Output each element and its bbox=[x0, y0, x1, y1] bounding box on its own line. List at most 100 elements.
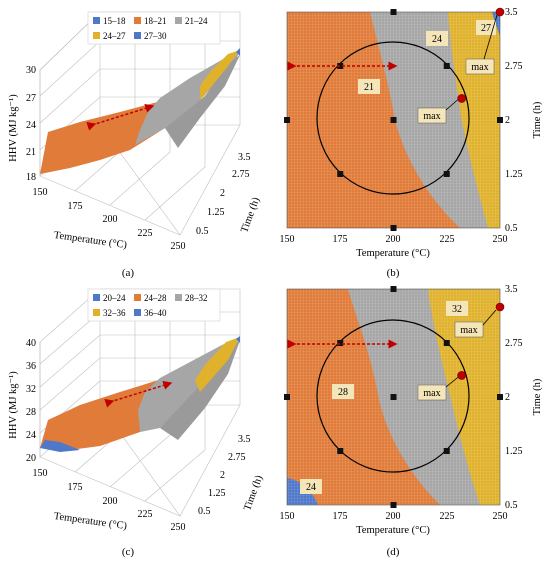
contour-label-28: 28 bbox=[338, 387, 348, 398]
x-tick: 225 bbox=[138, 228, 153, 239]
panel-b-contour-chart: 21 24 27 max max 150 175 200 225 250 Tem… bbox=[280, 7, 544, 279]
panel-b-y-axis-label: Time (h) bbox=[532, 101, 543, 138]
x-tick: 175 bbox=[68, 482, 83, 493]
design-point bbox=[390, 117, 397, 123]
x-tick: 250 bbox=[493, 511, 508, 522]
annotation-box bbox=[417, 107, 447, 124]
z-tick: 21 bbox=[26, 147, 36, 158]
panel-c-x-ticks: 150 175 200 225 250 bbox=[33, 468, 186, 533]
x-tick: 250 bbox=[171, 241, 186, 252]
z-tick: 27 bbox=[26, 93, 36, 104]
panel-b-caption: (b) bbox=[387, 267, 400, 279]
panel-b-x-axis-label: Temperature (°C) bbox=[356, 248, 430, 259]
y-tick: 2 bbox=[220, 188, 225, 199]
legend-label-27-30: 27–30 bbox=[144, 31, 167, 41]
legend-label-21-24: 21–24 bbox=[185, 16, 208, 26]
legend-label-20-24: 20–24 bbox=[103, 293, 126, 303]
z-tick: 24 bbox=[26, 430, 36, 441]
x-tick: 225 bbox=[138, 509, 153, 520]
y-tick: 0.5 bbox=[198, 506, 211, 517]
z-tick: 20 bbox=[26, 453, 36, 464]
x-tick: 200 bbox=[386, 511, 401, 522]
y-tick: 0.5 bbox=[505, 500, 518, 511]
panel-a-caption: (a) bbox=[122, 267, 135, 279]
panel-c-arrow bbox=[104, 381, 173, 408]
y-tick: 1.25 bbox=[207, 207, 225, 218]
x-tick: 250 bbox=[171, 522, 186, 533]
panel-d-contour-chart: 24 28 32 max max 150 175 200 225 250 Tem… bbox=[280, 284, 544, 558]
y-tick: 0.5 bbox=[196, 226, 209, 237]
legend-swatch-24-27 bbox=[93, 32, 100, 39]
annotation-box bbox=[465, 58, 495, 75]
x-tick: 175 bbox=[333, 511, 348, 522]
annotation-box bbox=[454, 321, 484, 338]
contour-label-21: 21 bbox=[364, 82, 374, 93]
y-tick: 3.5 bbox=[505, 284, 518, 295]
panel-a-surface bbox=[40, 48, 240, 174]
panel-c-z-ticks: 40 36 32 28 24 20 bbox=[26, 338, 36, 464]
x-tick: 175 bbox=[333, 234, 348, 245]
x-tick: 250 bbox=[493, 234, 508, 245]
design-point bbox=[443, 63, 450, 69]
panel-d-x-ticks: 150 175 200 225 250 bbox=[280, 511, 508, 522]
y-tick: 1.25 bbox=[505, 169, 523, 180]
panel-d-caption: (d) bbox=[387, 546, 400, 558]
legend-swatch-36-40 bbox=[134, 309, 141, 316]
panel-a-z-axis-label: HHV (MJ kg⁻¹) bbox=[8, 94, 19, 162]
design-point bbox=[337, 171, 344, 177]
panel-c-z-axis-label: HHV (MJ kg⁻¹) bbox=[8, 371, 19, 439]
design-point bbox=[443, 448, 450, 454]
annotation-leader bbox=[483, 14, 498, 60]
contour-label-box bbox=[446, 301, 468, 316]
panel-b-y-ticks: 0.5 1.25 2 2.75 3.5 bbox=[505, 7, 523, 234]
x-tick: 225 bbox=[440, 511, 455, 522]
panel-a-x-ticks: 150 175 200 225 250 bbox=[33, 187, 186, 252]
max-point bbox=[495, 302, 505, 312]
panel-a-y-axis-label: Time (h) bbox=[239, 196, 262, 235]
design-point bbox=[284, 394, 290, 400]
contour-label-box bbox=[300, 479, 322, 494]
panel-c-legend: 20–24 24–28 28–32 32–36 36–40 bbox=[87, 288, 221, 322]
surface-region-36-40 bbox=[236, 336, 240, 343]
panel-c-surface-chart: 20–24 24–28 28–32 32–36 36–40 40 36 32 2… bbox=[8, 288, 265, 558]
x-tick: 150 bbox=[280, 234, 295, 245]
z-tick: 24 bbox=[26, 120, 36, 131]
legend-label-24-28: 24–28 bbox=[144, 293, 167, 303]
surface-region-20-24 bbox=[40, 440, 80, 452]
x-tick: 150 bbox=[280, 511, 295, 522]
surface-region-27-30 bbox=[236, 48, 240, 56]
panel-b-x-ticks: 150 175 200 225 250 bbox=[280, 234, 508, 245]
y-tick: 1.25 bbox=[208, 488, 226, 499]
legend-box bbox=[87, 11, 221, 45]
y-tick: 0.5 bbox=[505, 223, 518, 234]
design-point bbox=[337, 448, 344, 454]
panel-b-annotations: max max bbox=[417, 14, 498, 124]
y-tick: 3.5 bbox=[505, 7, 518, 18]
surface-region-21-24-front bbox=[165, 55, 240, 148]
panel-a-x-axis-label: Temperature (°C) bbox=[53, 230, 128, 251]
y-tick: 2 bbox=[505, 115, 510, 126]
panel-d-x-axis-label: Temperature (°C) bbox=[356, 525, 430, 536]
design-point bbox=[390, 394, 397, 400]
legend-label-28-32: 28–32 bbox=[185, 293, 208, 303]
y-tick: 1.25 bbox=[505, 446, 523, 457]
panel-c-caption: (c) bbox=[122, 546, 135, 558]
contour-label-box bbox=[476, 20, 496, 35]
legend-swatch-21-24 bbox=[175, 17, 182, 24]
y-tick: 2.75 bbox=[228, 452, 246, 463]
surface-region-24-27 bbox=[200, 50, 240, 100]
design-point bbox=[390, 286, 397, 292]
legend-swatch-24-28 bbox=[134, 294, 141, 301]
panel-a-z-ticks: 30 27 24 21 18 bbox=[26, 65, 36, 183]
panel-c-y-axis-label: Time (h) bbox=[242, 474, 265, 513]
x-tick: 175 bbox=[68, 201, 83, 212]
contour-label-box bbox=[426, 31, 448, 46]
legend-swatch-32-36 bbox=[93, 309, 100, 316]
panel-c-surface bbox=[40, 336, 240, 452]
design-point bbox=[443, 171, 450, 177]
legend-swatch-15-18 bbox=[93, 17, 100, 24]
z-tick: 32 bbox=[26, 384, 36, 395]
design-point bbox=[284, 117, 290, 123]
panel-a-legend: 15–18 18–21 21–24 24–27 27–30 bbox=[87, 11, 221, 45]
